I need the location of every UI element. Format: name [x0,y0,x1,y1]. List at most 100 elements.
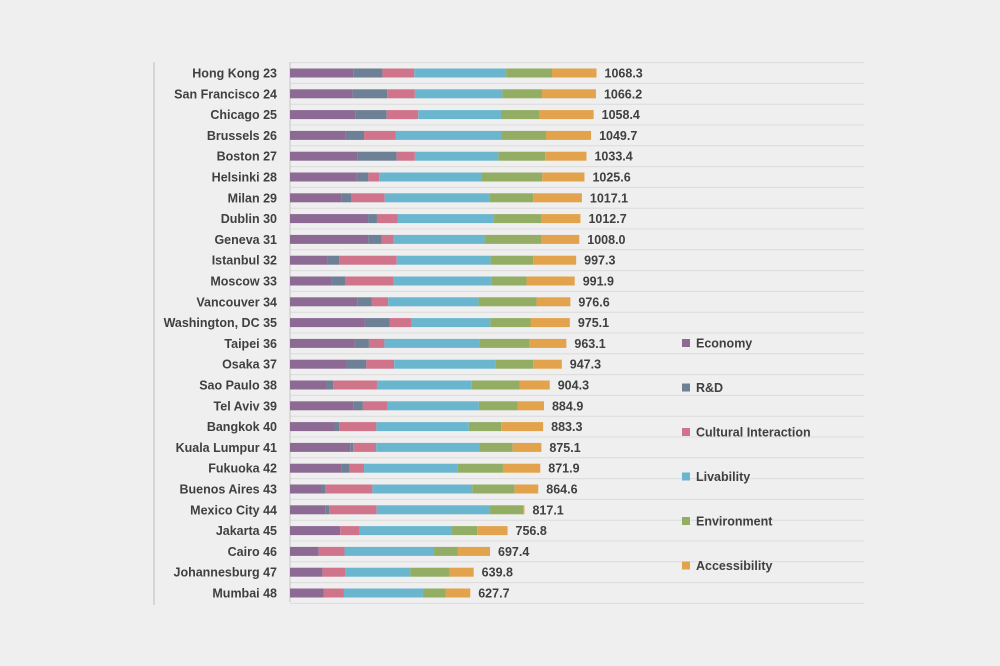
bar-segment-livability [344,546,435,556]
bar-segment-economy [290,234,369,244]
category-label: Vancouver 34 [196,295,277,309]
bar-segment-environment [501,130,547,140]
category-label: Dublin 30 [221,212,277,226]
bar-segment-cultural-interaction [340,526,360,536]
total-value-label: 639.8 [482,566,513,580]
bar-segment-economy [290,463,342,473]
total-value-label: 1008.0 [587,233,625,247]
total-value-label: 1025.6 [592,171,630,185]
category-label: Hong Kong 23 [192,67,277,81]
bar-segment-environment [479,338,530,348]
bar-segment-livability [387,401,479,411]
bar-segment-r-d [368,214,377,224]
bar-segment-environment [495,359,534,369]
legend: Economy R&D Cultural Interaction Livability… [682,337,811,573]
bar-segment-r-d [353,401,363,411]
bar-segment-economy [290,505,326,515]
category-labels: Hong Kong 23 San Francisco 24 Chicago 25 Br… [164,67,277,601]
total-value-label: 884.9 [552,399,583,413]
category-label: Brussels 26 [207,129,277,143]
bar-segment-livability [411,318,491,328]
bar-segment-cultural-interaction [376,214,398,224]
bar-segment-r-d [334,422,340,432]
legend-label: Economy [696,337,752,351]
bar-segment-cultural-interaction [381,234,394,244]
bar-segment-economy [290,567,323,577]
category-label: Jakarta 45 [216,524,277,538]
bar-segment-accessibility [512,442,542,452]
bar-segment-accessibility [445,588,471,598]
category-label: Istanbul 32 [212,254,277,268]
bar-segment-accessibility [533,359,562,369]
bar-segment-environment [502,89,542,99]
bar-segment-accessibility [546,130,592,140]
bar-segment-economy [290,588,324,598]
bar-segment-cultural-interaction [386,110,419,120]
bar-segment-accessibility [552,68,597,78]
category-label: Johannesburg 47 [174,566,278,580]
bar-segment-r-d [327,255,340,265]
bar-segment-cultural-interaction [318,546,345,556]
bar-segment-environment [490,318,531,328]
bar-segment-cultural-interaction [362,401,388,411]
bar-segment-accessibility [541,214,581,224]
bar-segment-environment [471,380,520,390]
bar-segment-livability [376,442,480,452]
category-label: Boston 27 [217,150,277,164]
category-label: Mumbai 48 [212,587,277,601]
bar-segment-r-d [341,463,350,473]
bar-segment-economy [290,130,346,140]
bar-segment-environment [434,546,458,556]
category-label: Chicago 25 [210,108,277,122]
bar-segment-environment [506,68,553,78]
bar-segment-livability [359,526,452,536]
bar-segment-r-d [326,380,334,390]
bar-segment-environment [457,463,503,473]
category-label: Sao Paulo 38 [199,379,277,393]
bar-segment-environment [490,255,534,265]
category-label: Milan 29 [228,191,277,205]
bar-segment-economy [290,546,319,556]
bar-segment-cultural-interaction [349,463,365,473]
category-label: Geneva 31 [214,233,277,247]
bar-segment-livability [414,151,499,161]
gridlines [290,62,864,604]
bar-segment-livability [395,130,502,140]
bar-segment-accessibility [502,463,541,473]
bar-segment-cultural-interaction [339,422,377,432]
category-label: Helsinki 28 [212,171,277,185]
bar-segment-cultural-interaction [325,484,373,494]
bar-segment-livability [376,422,469,432]
bar-segment-accessibility [501,422,544,432]
bar-segment-environment [489,193,534,203]
bar-segment-accessibility [519,380,550,390]
bar-segment-environment [410,567,450,577]
bar-segment-livability [414,89,503,99]
total-value-label: 864.6 [546,483,577,497]
bar-segment-economy [290,172,357,182]
bar-segment-r-d [320,484,326,494]
bar-segment-cultural-interaction [345,276,394,286]
bar-segment-accessibility [541,89,596,99]
bar-segment-economy [290,484,321,494]
legend-label: Livability [696,470,750,484]
bar-segment-r-d [368,234,382,244]
bar-segment-accessibility [457,546,491,556]
bar-segment-r-d [325,505,330,515]
total-value-label: 976.6 [578,295,609,309]
category-label: Bangkok 40 [207,420,277,434]
total-value-label: 875.1 [549,441,580,455]
bar-segment-economy [290,297,358,307]
bar-segment-r-d [350,442,354,452]
total-value-labels: 1068.3 1066.2 1058.4 1049.7 1033.4 1025.6 1017… [478,67,643,601]
legend-swatch [682,339,690,347]
bar-segment-livability [345,567,411,577]
category-label: Taipei 36 [224,337,277,351]
bar-segment-environment [451,526,478,536]
bar-segment-economy [290,338,355,348]
bar-segment-r-d [352,89,388,99]
category-label: Fukuoka 42 [208,462,277,476]
bar-segment-r-d [345,130,365,140]
bar-segment-economy [290,68,354,78]
bar-segment-environment [472,484,515,494]
